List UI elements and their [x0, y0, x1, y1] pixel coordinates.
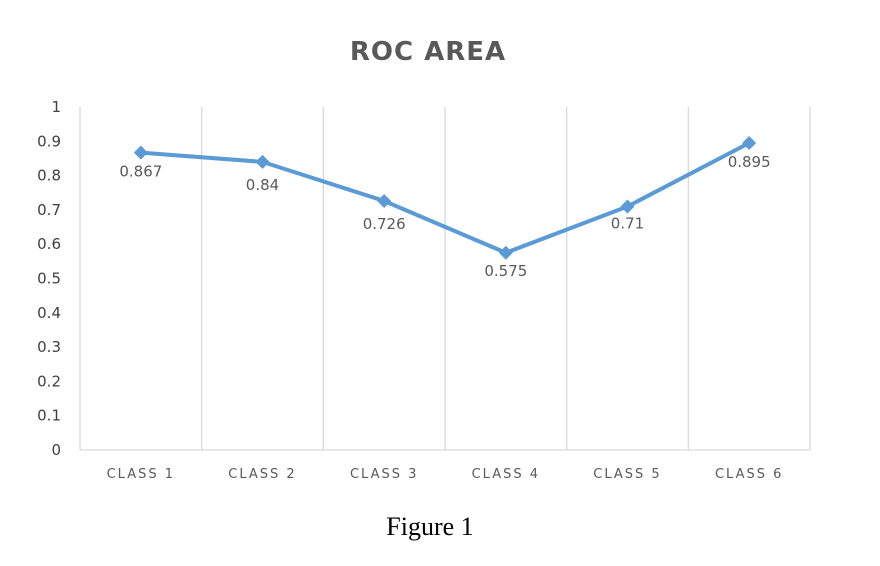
y-tick-label: 0.7	[37, 201, 61, 219]
data-label: 0.895	[728, 153, 771, 171]
x-axis-tick-labels: CLASS 1 CLASS 2 CLASS 3 CLASS 4 CLASS 5 CLASS…	[107, 467, 783, 482]
y-tick-label: 0.4	[37, 304, 61, 322]
data-point-marker	[742, 136, 757, 151]
data-label: 0.71	[611, 214, 644, 232]
data-point-marker	[620, 199, 635, 214]
chart-title: ROC AREA	[350, 37, 506, 67]
x-tick-label: CLASS 4	[472, 467, 540, 482]
data-labels: 0.867 0.84 0.726 0.575 0.71 0.895	[119, 153, 770, 280]
y-tick-label: 0	[51, 441, 61, 459]
y-axis-tick-labels: 0 0.1 0.2 0.3 0.4 0.5 0.6 0.7 0.8 0.9 1	[37, 98, 61, 459]
data-point-marker	[133, 145, 148, 160]
data-point-marker	[377, 193, 392, 208]
y-tick-label: 0.6	[37, 235, 61, 253]
x-tick-label: CLASS 6	[715, 467, 783, 482]
series-layer	[133, 136, 757, 260]
x-tick-label: CLASS 3	[350, 467, 418, 482]
data-label: 0.867	[119, 163, 162, 181]
data-point-marker	[255, 154, 270, 169]
data-point-marker	[498, 245, 513, 260]
x-tick-label: CLASS 5	[593, 467, 661, 482]
data-label: 0.726	[363, 215, 406, 233]
y-tick-label: 1	[51, 98, 61, 116]
y-tick-label: 0.9	[37, 132, 61, 150]
y-tick-label: 0.3	[37, 338, 61, 356]
y-tick-label: 0.1	[37, 407, 61, 425]
data-label: 0.575	[484, 262, 527, 280]
y-tick-label: 0.2	[37, 372, 61, 390]
x-tick-label: CLASS 1	[107, 467, 175, 482]
y-tick-label: 0.8	[37, 167, 61, 185]
gridlines	[79, 107, 811, 450]
y-tick-label: 0.5	[37, 270, 61, 288]
series-line	[138, 141, 752, 255]
figure-caption: Figure 1	[386, 512, 474, 541]
x-tick-label: CLASS 2	[228, 467, 296, 482]
roc-area-chart: ROC AREA 0 0.1 0.2 0.3 0.4 0.5 0.6 0.7 0.8 0.9 1 C…	[37, 37, 811, 482]
data-label: 0.84	[246, 176, 279, 194]
